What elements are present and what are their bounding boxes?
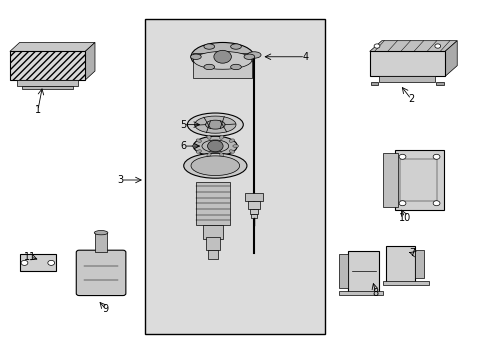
Bar [203,225,222,239]
Text: 3: 3 [117,175,123,185]
Text: 10: 10 [398,212,410,222]
Bar [245,193,263,202]
Ellipse shape [206,135,211,139]
Ellipse shape [187,113,243,136]
Bar [95,233,107,252]
Bar [250,208,258,214]
Bar [251,214,257,218]
Bar [144,19,324,334]
Polygon shape [369,41,456,51]
Text: 9: 9 [102,304,109,314]
Text: 1: 1 [35,105,41,115]
Bar [22,86,73,89]
Ellipse shape [247,52,261,58]
Polygon shape [10,42,95,51]
Ellipse shape [206,153,211,157]
Ellipse shape [183,153,246,178]
Text: 8: 8 [372,288,378,297]
Bar [347,251,379,292]
Bar [338,254,347,288]
Ellipse shape [191,42,254,71]
Ellipse shape [219,153,223,157]
Bar [370,82,378,85]
Ellipse shape [205,120,224,129]
FancyBboxPatch shape [76,250,125,296]
Bar [382,281,428,285]
Ellipse shape [196,150,201,153]
Ellipse shape [203,64,214,69]
Ellipse shape [94,230,108,235]
Text: 4: 4 [302,52,308,62]
Circle shape [373,44,379,48]
Circle shape [434,44,440,48]
Bar [435,82,443,85]
Circle shape [398,154,405,159]
Bar [382,153,397,207]
Text: 5: 5 [180,120,186,130]
Bar [17,80,78,86]
Bar [338,291,382,295]
Bar [248,202,260,208]
Ellipse shape [230,64,241,69]
Ellipse shape [229,139,234,142]
Circle shape [398,201,405,206]
Bar [193,53,251,78]
Text: 2: 2 [407,94,413,104]
Circle shape [48,260,55,265]
Circle shape [432,201,439,206]
Ellipse shape [219,135,223,139]
Bar [379,76,434,82]
Circle shape [21,260,28,265]
Bar [369,51,444,76]
Polygon shape [444,41,456,76]
Bar [20,254,56,271]
Bar [205,237,220,249]
Ellipse shape [196,139,201,142]
Ellipse shape [203,44,214,49]
Ellipse shape [229,150,234,153]
Ellipse shape [230,44,241,49]
Ellipse shape [193,136,237,156]
Text: 11: 11 [24,252,37,262]
Ellipse shape [244,54,254,59]
Ellipse shape [190,54,201,59]
Ellipse shape [194,116,236,133]
Ellipse shape [192,145,198,148]
Bar [207,249,217,258]
Ellipse shape [191,156,239,176]
Ellipse shape [193,51,251,69]
Polygon shape [85,42,95,80]
Circle shape [213,50,231,63]
Circle shape [207,140,223,152]
Bar [414,249,424,278]
Bar [196,182,229,225]
Bar [394,150,443,210]
Bar [385,246,414,282]
Bar [399,158,436,202]
Bar [10,51,85,80]
Text: 7: 7 [408,248,414,258]
Text: 6: 6 [180,141,186,151]
Circle shape [432,154,439,159]
Ellipse shape [232,145,238,148]
